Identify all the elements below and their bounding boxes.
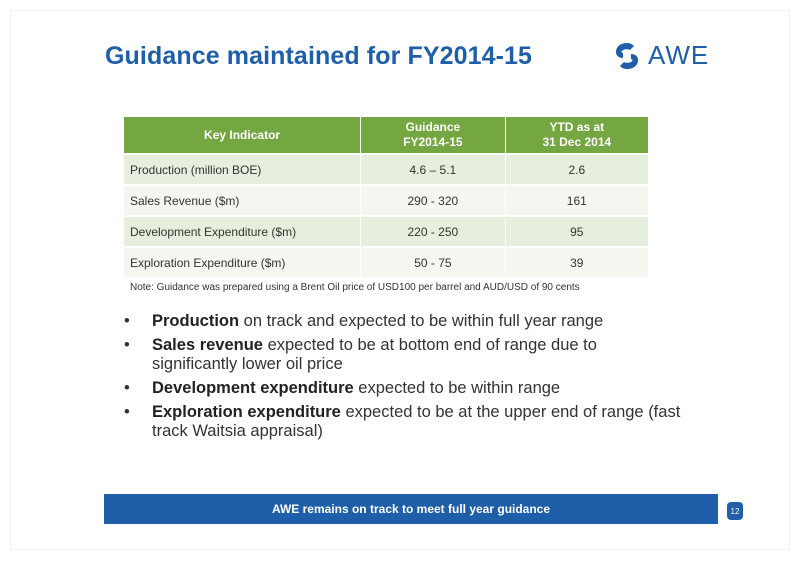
row-guidance: 50 - 75	[360, 246, 506, 277]
table-header-row: Key Indicator Guidance FY2014-15 YTD as …	[124, 117, 648, 154]
company-logo: AWE	[612, 40, 709, 71]
awe-logo-icon	[616, 42, 638, 69]
bullet-bold: Exploration expenditure	[152, 403, 341, 421]
header-guidance-line1: Guidance	[405, 120, 461, 134]
row-ytd: 161	[504, 184, 648, 216]
bullet-symbol: •	[124, 312, 130, 330]
bullet-list: • Production on track and expected to be…	[124, 312, 684, 446]
table-footnote: Note: Guidance was prepared using a Bren…	[130, 282, 580, 293]
bullet-item: • Production on track and expected to be…	[124, 312, 684, 331]
header-ytd: YTD as at 31 Dec 2014	[504, 117, 648, 154]
header-ytd-line2: 31 Dec 2014	[542, 135, 612, 149]
bullet-symbol: •	[124, 403, 130, 421]
bullet-bold: Sales revenue	[152, 336, 263, 354]
table-row: Sales Revenue ($m) 290 - 320 161	[124, 184, 648, 216]
page-title: Guidance maintained for FY2014-15	[105, 42, 533, 70]
bullet-text: expected to be at the upper end of range…	[152, 403, 681, 440]
row-guidance: 290 - 320	[360, 184, 506, 216]
bullet-item: • Development expenditure expected to be…	[124, 379, 684, 398]
header-ytd-line1: YTD as at	[549, 120, 605, 134]
page-number-badge: 12	[727, 502, 743, 520]
guidance-table: Key Indicator Guidance FY2014-15 YTD as …	[124, 117, 648, 277]
header-guidance: Guidance FY2014-15	[360, 117, 506, 154]
row-indicator: Sales Revenue ($m)	[124, 184, 361, 216]
row-ytd: 2.6	[504, 153, 648, 185]
bullet-item: • Sales revenue expected to be at bottom…	[124, 336, 684, 374]
bullet-text: on track and expected to be within full …	[239, 312, 604, 330]
slide-frame	[10, 10, 790, 550]
bullet-bold: Production	[152, 312, 240, 330]
row-ytd: 95	[504, 215, 648, 247]
table-row: Production (million BOE) 4.6 – 5.1 2.6	[124, 153, 648, 185]
row-guidance: 220 - 250	[360, 215, 506, 247]
row-ytd: 39	[504, 246, 648, 277]
row-indicator: Development Expenditure ($m)	[124, 215, 361, 247]
header-guidance-line2: FY2014-15	[403, 135, 463, 149]
row-guidance: 4.6 – 5.1	[360, 153, 506, 185]
logo-text: AWE	[648, 40, 710, 70]
bullet-symbol: •	[124, 379, 130, 397]
row-indicator: Production (million BOE)	[124, 153, 361, 185]
bullet-bold: Development expenditure	[152, 379, 354, 397]
table-row: Development Expenditure ($m) 220 - 250 9…	[124, 215, 648, 247]
row-indicator: Exploration Expenditure ($m)	[124, 246, 361, 277]
bullet-text: expected to be within range	[353, 379, 561, 397]
bullet-item: • Exploration expenditure expected to be…	[124, 403, 684, 441]
header-key-indicator: Key Indicator	[124, 117, 361, 154]
bullet-text: expected to be at bottom end of range du…	[152, 336, 597, 373]
summary-banner: AWE remains on track to meet full year g…	[104, 494, 718, 524]
bullet-symbol: •	[124, 336, 130, 354]
table-row: Exploration Expenditure ($m) 50 - 75 39	[124, 246, 648, 277]
